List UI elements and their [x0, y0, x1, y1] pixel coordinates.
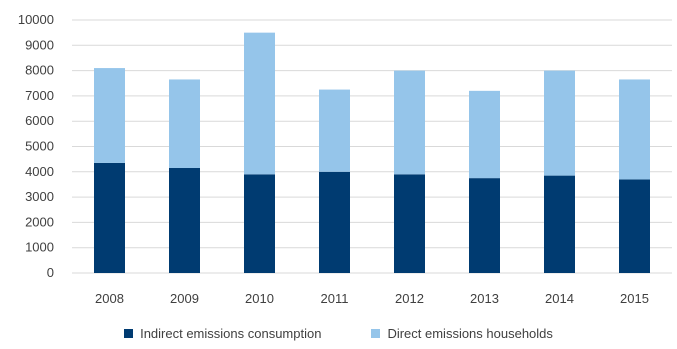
bar-indirect-2012	[394, 174, 425, 273]
bar-indirect-2015	[619, 179, 650, 273]
bar-direct-2009	[169, 79, 200, 169]
legend-label-direct: Direct emissions households	[387, 326, 553, 341]
bar-direct-2012	[394, 70, 425, 175]
y-axis: 0 1000 2000 3000 4000 5000 6000 7000 8000 9000 100…	[18, 12, 54, 280]
y-tick-label: 8000	[25, 63, 54, 78]
bars	[94, 32, 650, 273]
legend-swatch-direct	[371, 329, 381, 338]
y-tick-label: 0	[47, 265, 54, 280]
gridlines	[72, 19, 672, 274]
bar-indirect-2008	[94, 162, 125, 273]
y-tick-label: 4000	[25, 164, 54, 179]
x-tick-label: 2014	[545, 291, 574, 306]
bar-indirect-2009	[169, 168, 200, 273]
x-tick-label: 2008	[95, 291, 124, 306]
bar-indirect-2013	[469, 178, 500, 273]
bar-direct-2014	[544, 70, 575, 176]
bar-direct-2013	[469, 90, 500, 179]
legend-swatch-indirect	[124, 329, 134, 338]
legend-label-indirect: Indirect emissions consumption	[140, 326, 322, 341]
y-tick-label: 3000	[25, 189, 54, 204]
bar-direct-2015	[619, 79, 650, 180]
y-tick-label: 6000	[25, 113, 54, 128]
y-tick-label: 5000	[25, 139, 54, 154]
x-tick-label: 2010	[245, 291, 274, 306]
bar-indirect-2011	[319, 171, 350, 273]
bar-indirect-2014	[544, 175, 575, 273]
bar-direct-2011	[319, 89, 350, 172]
x-tick-label: 2011	[321, 291, 349, 306]
x-tick-label: 2012	[395, 291, 424, 306]
y-tick-label: 2000	[25, 214, 54, 229]
bar-direct-2008	[94, 68, 125, 163]
y-tick-label: 9000	[25, 37, 54, 52]
legend: Indirect emissions consumption Direct em…	[0, 326, 677, 341]
bar-indirect-2010	[244, 174, 275, 273]
legend-item-indirect: Indirect emissions consumption	[124, 326, 321, 341]
x-tick-label: 2015	[620, 291, 649, 306]
x-tick-label: 2009	[170, 291, 199, 306]
y-tick-label: 1000	[25, 240, 54, 255]
legend-item-direct: Direct emissions households	[371, 326, 553, 341]
y-tick-label: 7000	[25, 88, 54, 103]
x-tick-label: 2013	[470, 291, 499, 306]
bar-direct-2010	[244, 32, 275, 175]
x-axis: 2008 2009 2010 2011 2012 2013 2014 2015	[95, 291, 649, 306]
y-tick-label: 10000	[18, 12, 54, 27]
